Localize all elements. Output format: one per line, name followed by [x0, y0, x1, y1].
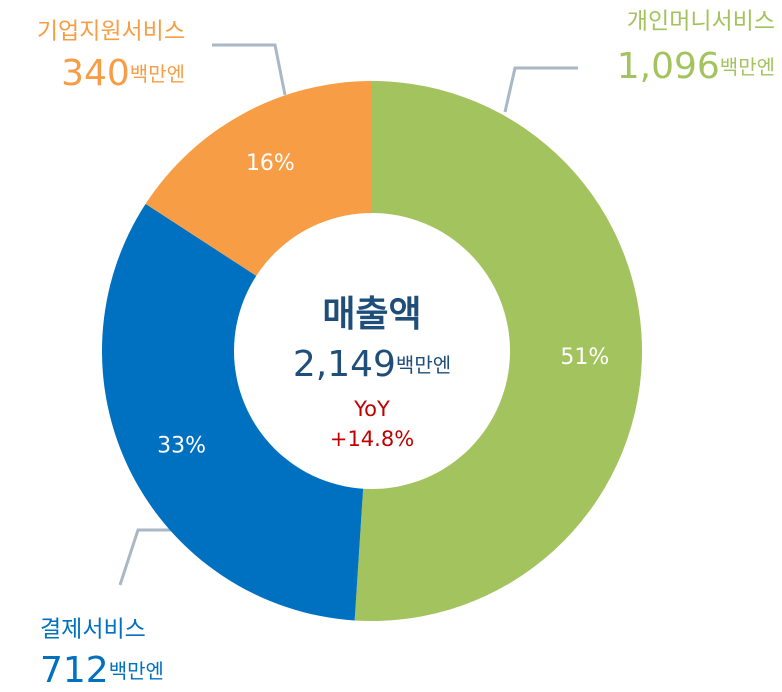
value-label: 340백만엔 — [61, 53, 185, 94]
leader-lines — [118, 43, 578, 586]
total: 2,149백만엔 — [293, 344, 451, 385]
yoy-title: YoY — [353, 397, 390, 421]
percent-label: 51% — [560, 345, 609, 370]
value: 712 — [40, 650, 109, 691]
value: 1,096 — [617, 46, 720, 87]
percent-label: 33% — [157, 434, 206, 459]
value: 340 — [61, 53, 130, 94]
category-label: 개인머니서비스 — [627, 9, 775, 35]
donut-hole — [234, 213, 510, 489]
unit: 백만엔 — [720, 55, 775, 79]
unit: 백만엔 — [130, 62, 185, 86]
value-label: 1,096백만엔 — [617, 46, 775, 87]
percent-label: 16% — [246, 151, 295, 176]
leader-line — [212, 43, 287, 96]
leader-line — [503, 66, 578, 113]
category-label: 결제서비스 — [40, 617, 146, 643]
category-label: 기업지원서비스 — [37, 19, 185, 45]
unit: 백만엔 — [396, 353, 451, 377]
unit: 백만엔 — [109, 659, 164, 683]
leader-line — [118, 528, 178, 586]
center-title: 매출액 — [322, 294, 421, 335]
yoy-value: +14.8% — [330, 427, 414, 451]
value-label: 712백만엔 — [40, 650, 164, 691]
total-value: 2,149 — [293, 344, 396, 385]
